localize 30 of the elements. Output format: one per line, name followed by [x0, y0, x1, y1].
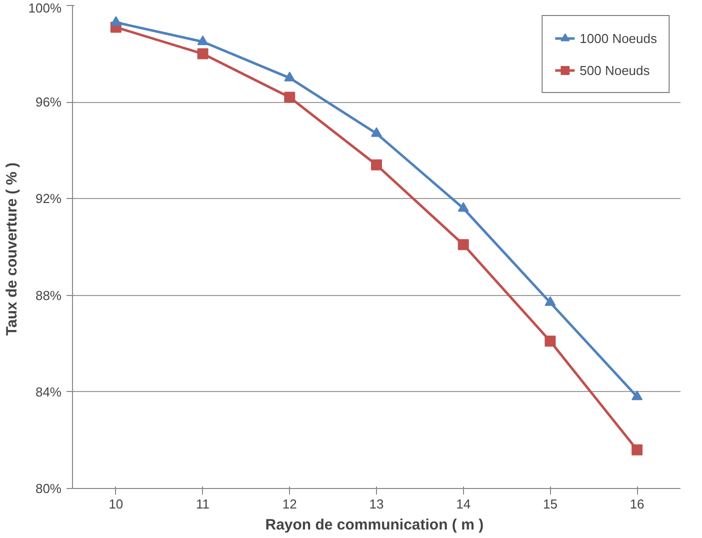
- x-tick-label: 11: [196, 496, 210, 512]
- x-tick-label: 10: [108, 496, 124, 512]
- x-tick-label: 12: [282, 496, 297, 512]
- point: [284, 72, 296, 82]
- point: [458, 239, 469, 250]
- y-tick-label: 96%: [35, 94, 62, 110]
- legend-label: 1000 Noeuds: [580, 30, 657, 46]
- x-tick-label: 13: [369, 496, 384, 512]
- y-tick-label: 84%: [35, 384, 62, 400]
- point: [110, 16, 122, 26]
- y-axis-title: Taux de couverture ( % ): [3, 162, 20, 336]
- y-tick-label: 88%: [35, 288, 62, 303]
- point: [197, 48, 208, 60]
- point: [544, 296, 556, 306]
- point: [544, 336, 556, 347]
- y-tick-label: 92%: [35, 191, 62, 206]
- point: [371, 127, 382, 137]
- point: [632, 444, 643, 456]
- point: [284, 92, 296, 103]
- point: [371, 159, 382, 170]
- x-tick-label: 16: [630, 496, 644, 512]
- legend-label: 500 Noeuds: [580, 62, 650, 78]
- x-axis-title: Rayon de communication ( m ): [265, 516, 484, 534]
- point: [632, 390, 643, 400]
- x-tick-label: 15: [542, 496, 558, 512]
- point: [197, 35, 208, 46]
- point: [458, 202, 469, 212]
- y-tick-label: 100%: [28, 0, 62, 16]
- x-tick-label: 14: [456, 496, 471, 512]
- y-tick-label: 80%: [35, 481, 62, 496]
